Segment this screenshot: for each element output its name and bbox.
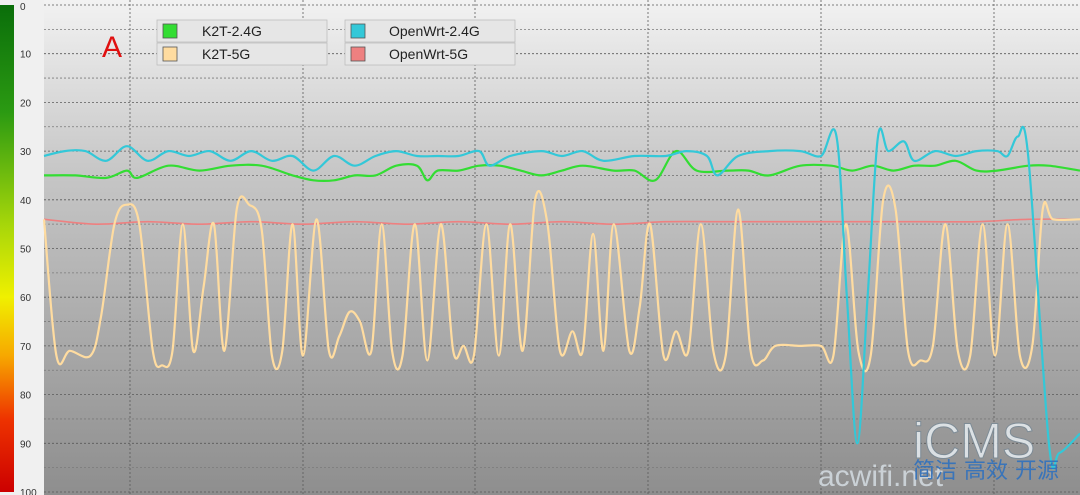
y-tick-label: 30: [20, 147, 32, 158]
legend-entry: OpenWrt-5G: [344, 42, 516, 66]
y-tick-label: 90: [20, 439, 32, 450]
legend-label: OpenWrt-2.4G: [389, 23, 480, 39]
y-tick-label: 0: [20, 2, 26, 13]
legend-entry-background: [344, 42, 516, 66]
legend: K2T-2.4G K2T-5G OpenWrt-2.4G OpenWrt-5G: [156, 19, 516, 66]
color-scale-bar: [0, 5, 14, 492]
series-lines: [42, 125, 1080, 470]
legend-entry-background: [344, 19, 516, 43]
series-line-k2t-5g: [42, 184, 1080, 373]
legend-label: K2T-2.4G: [202, 23, 262, 39]
legend-entry: K2T-5G: [156, 42, 328, 66]
y-axis: 0 10 20 30 40 50 60 70 80 90 100: [20, 2, 37, 495]
legend-swatch: [162, 23, 178, 39]
axis-label-strip: [14, 0, 44, 495]
y-tick-label: 100: [20, 488, 37, 495]
legend-swatch: [350, 46, 366, 62]
legend-label: OpenWrt-5G: [389, 46, 468, 62]
series-line-openwrt-2-4g: [43, 125, 1080, 470]
legend-label: K2T-5G: [202, 46, 250, 62]
watermark-slogan: 简洁 高效 开源: [913, 459, 1059, 484]
legend-entry-background: [156, 19, 328, 43]
legend-entry-background: [156, 42, 328, 66]
y-tick-label: 40: [20, 196, 32, 207]
legend-entry: K2T-2.4G: [156, 19, 328, 43]
series-line-k2t-2-4g: [43, 150, 1080, 182]
y-tick-label: 50: [20, 245, 32, 256]
y-tick-label: 20: [20, 98, 32, 109]
panel-label: A: [102, 31, 122, 64]
y-tick-label: 60: [20, 293, 32, 304]
legend-swatch: [162, 46, 178, 62]
legend-swatch: [350, 23, 366, 39]
y-tick-label: 80: [20, 391, 32, 402]
y-tick-label: 70: [20, 342, 32, 353]
watermark-site: acwifi.net: [818, 460, 944, 493]
watermark-brand: iCMS: [913, 413, 1035, 469]
watermark: iCMS acwifi.net 简洁 高效 开源: [818, 413, 1059, 494]
y-tick-label: 10: [20, 50, 32, 61]
legend-entry: OpenWrt-2.4G: [344, 19, 516, 43]
